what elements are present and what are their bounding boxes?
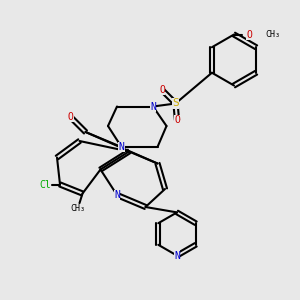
Text: O: O [159,85,165,95]
Text: CH₃: CH₃ [70,204,86,213]
Text: N: N [174,250,180,261]
Text: Cl: Cl [39,179,51,190]
Text: S: S [172,98,179,109]
Text: N: N [114,190,120,200]
Text: CH₃: CH₃ [266,30,280,39]
Text: N: N [118,142,124,152]
Text: O: O [68,112,74,122]
Text: O: O [246,29,252,40]
Text: O: O [174,115,180,125]
Text: N: N [150,101,156,112]
